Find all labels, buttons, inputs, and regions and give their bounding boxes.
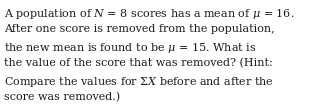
Text: Compare the values for $\Sigma\mathit{X}$ before and after the: Compare the values for $\Sigma\mathit{X}… [4, 75, 274, 89]
Text: A population of $\mathit{N}$ = 8 scores has a mean of $\mu$ = 16.: A population of $\mathit{N}$ = 8 scores … [4, 7, 294, 22]
Text: the value of the score that was removed? (Hint:: the value of the score that was removed?… [4, 58, 273, 68]
Text: score was removed.): score was removed.) [4, 92, 120, 102]
Text: After one score is removed from the population,: After one score is removed from the popu… [4, 24, 275, 34]
Text: the new mean is found to be $\mu$ = 15. What is: the new mean is found to be $\mu$ = 15. … [4, 41, 256, 55]
